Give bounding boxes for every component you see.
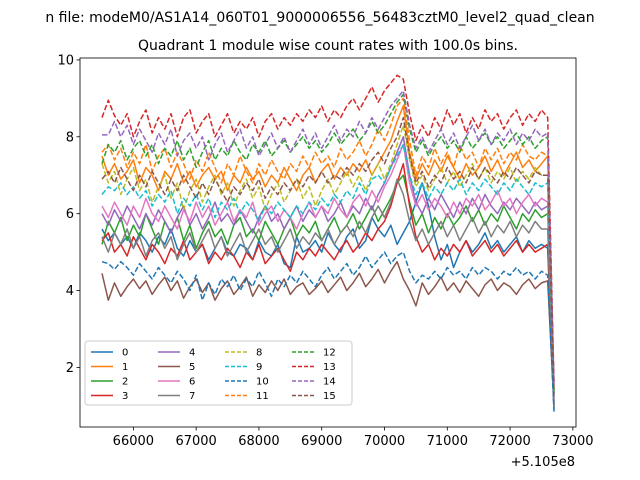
y-tick-label: 2 bbox=[66, 361, 74, 376]
x-tick-label: 70000 bbox=[364, 434, 405, 449]
series-line-9 bbox=[101, 143, 555, 395]
axes: 66000 67000 68000 69000 70000 71000 72000 73000… bbox=[57, 53, 593, 449]
y-tick-label: 4 bbox=[66, 284, 74, 299]
legend-label-3: 3 bbox=[122, 391, 128, 402]
series-lines bbox=[101, 74, 555, 412]
series-line-5 bbox=[101, 260, 555, 406]
series-line-10 bbox=[101, 251, 555, 410]
legend-label-2: 2 bbox=[122, 377, 128, 388]
legend-label-10: 10 bbox=[256, 377, 269, 388]
legend-box bbox=[84, 340, 353, 406]
series-line-8 bbox=[101, 124, 555, 391]
legend-label-15: 15 bbox=[323, 391, 336, 402]
x-tick-label: 71000 bbox=[427, 434, 468, 449]
legend-label-13: 13 bbox=[323, 362, 336, 373]
legend-label-14: 14 bbox=[323, 377, 336, 388]
legend-label-7: 7 bbox=[189, 391, 195, 402]
x-tick-label: 68000 bbox=[238, 434, 279, 449]
legend-label-11: 11 bbox=[256, 391, 269, 402]
y-tick-label: 8 bbox=[66, 130, 74, 145]
figure-suptitle: n file: modeM0/AS1A14_060T01_9000006556_… bbox=[45, 10, 594, 26]
legend-label-12: 12 bbox=[323, 348, 336, 359]
y-tick-label: 6 bbox=[66, 207, 74, 222]
legend-label-9: 9 bbox=[256, 362, 262, 373]
x-tick-label: 66000 bbox=[113, 434, 154, 449]
series-line-12 bbox=[101, 93, 555, 391]
legend-label-4: 4 bbox=[189, 348, 195, 359]
y-tick-label: 10 bbox=[57, 53, 74, 68]
x-tick-label: 69000 bbox=[301, 434, 342, 449]
x-offset-label: +5.105e8 bbox=[511, 455, 575, 470]
x-tick-label: 72000 bbox=[489, 434, 530, 449]
series-line-7 bbox=[101, 178, 555, 408]
series-line-4 bbox=[101, 136, 555, 403]
legend-label-5: 5 bbox=[189, 362, 195, 373]
legend-label-0: 0 bbox=[122, 348, 128, 359]
series-line-14 bbox=[102, 89, 555, 387]
series-line-13 bbox=[101, 74, 555, 383]
x-tick-label: 67000 bbox=[175, 434, 216, 449]
series-line-6 bbox=[101, 143, 555, 399]
legend-label-1: 1 bbox=[122, 362, 128, 373]
series-line-15 bbox=[101, 116, 555, 395]
series-line-11 bbox=[101, 97, 555, 387]
series-line-3 bbox=[101, 162, 555, 406]
legend-label-8: 8 bbox=[256, 348, 262, 359]
series-line-0 bbox=[101, 182, 555, 412]
legend-label-6: 6 bbox=[189, 377, 195, 388]
x-tick-label: 73000 bbox=[552, 434, 593, 449]
chart-title: Quadrant 1 module wise count rates with … bbox=[138, 38, 518, 54]
axes-frame bbox=[79, 57, 577, 428]
